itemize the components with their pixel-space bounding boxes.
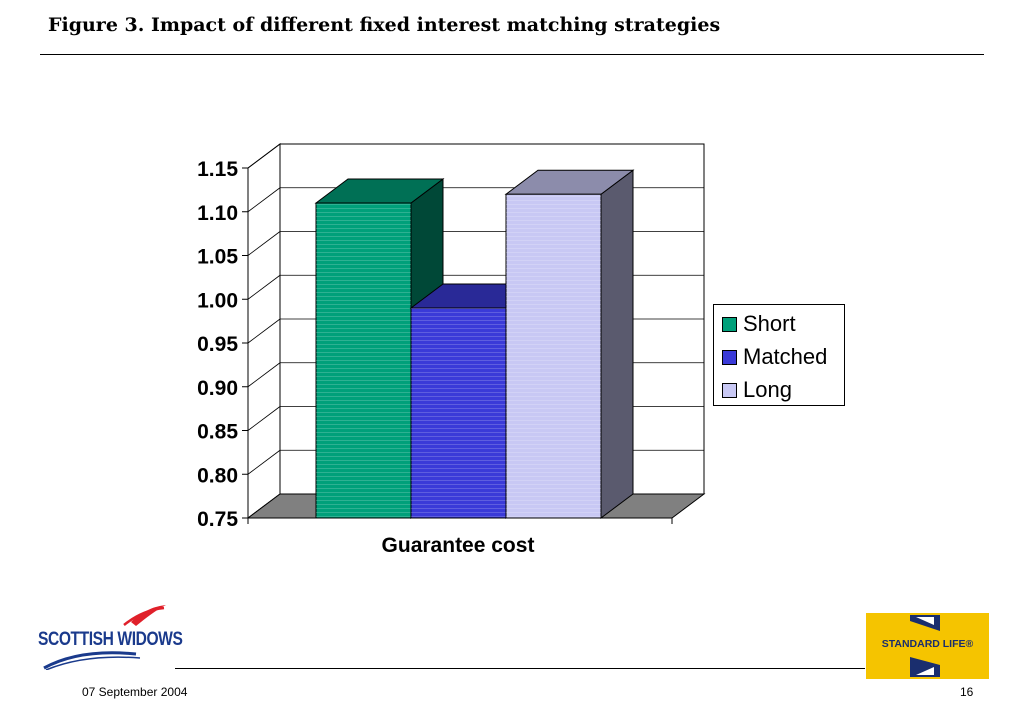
standard-life-emblem-icon bbox=[910, 615, 940, 677]
page-number: 16 bbox=[960, 685, 974, 699]
title-divider bbox=[40, 54, 984, 55]
y-tick-label-1.15: 1.15 bbox=[197, 158, 238, 181]
scottish-widows-swoosh-icon bbox=[43, 605, 166, 670]
legend-swatch-long bbox=[722, 383, 737, 398]
x-category-label: Guarantee cost bbox=[382, 534, 535, 557]
bar-texture-long bbox=[506, 194, 601, 518]
gridline-side-0.95 bbox=[247, 318, 281, 344]
bar-texture-matched bbox=[411, 308, 506, 518]
gridline-side-0.80 bbox=[247, 449, 281, 475]
gridline-side-1.05 bbox=[247, 231, 281, 256]
chart-legend: Short Matched Long bbox=[713, 304, 845, 406]
legend-label-short: Short bbox=[743, 311, 796, 336]
y-tick-label-0.85: 0.85 bbox=[197, 421, 238, 444]
standard-life-logo: STANDARD LIFE® bbox=[866, 613, 989, 679]
legend-label-matched: Matched bbox=[743, 344, 828, 369]
scottish-widows-wordmark: SCOTTISH WIDOWS bbox=[38, 629, 183, 650]
gridline-side-1.15 bbox=[247, 143, 281, 169]
y-tick-label-0.90: 0.90 bbox=[197, 377, 238, 400]
y-tick-label-0.75: 0.75 bbox=[197, 508, 238, 531]
gridline-side-0.90 bbox=[247, 362, 281, 388]
y-tick-label-0.80: 0.80 bbox=[197, 464, 238, 487]
legend-swatch-short bbox=[722, 317, 737, 332]
gridline-side-0.85 bbox=[247, 406, 281, 431]
y-tick-label-1.05: 1.05 bbox=[197, 246, 238, 269]
gridline-side-1.00 bbox=[247, 274, 281, 300]
y-tick-label-0.95: 0.95 bbox=[197, 333, 238, 356]
bar-side-long bbox=[600, 169, 634, 519]
scottish-widows-logo: SCOTTISH WIDOWS bbox=[36, 600, 186, 670]
footer-date: 07 September 2004 bbox=[82, 685, 188, 699]
footer-divider bbox=[175, 668, 865, 669]
slide-title: Figure 3. Impact of different fixed inte… bbox=[48, 14, 721, 36]
legend-swatch-matched bbox=[722, 350, 737, 365]
standard-life-wordmark: STANDARD LIFE® bbox=[881, 638, 974, 650]
legend-label-long: Long bbox=[743, 377, 792, 402]
gridline-side-1.10 bbox=[247, 187, 281, 213]
bar-texture-short bbox=[316, 203, 411, 518]
y-tick-label-1.10: 1.10 bbox=[197, 202, 238, 225]
y-tick-label-1.00: 1.00 bbox=[197, 289, 238, 312]
